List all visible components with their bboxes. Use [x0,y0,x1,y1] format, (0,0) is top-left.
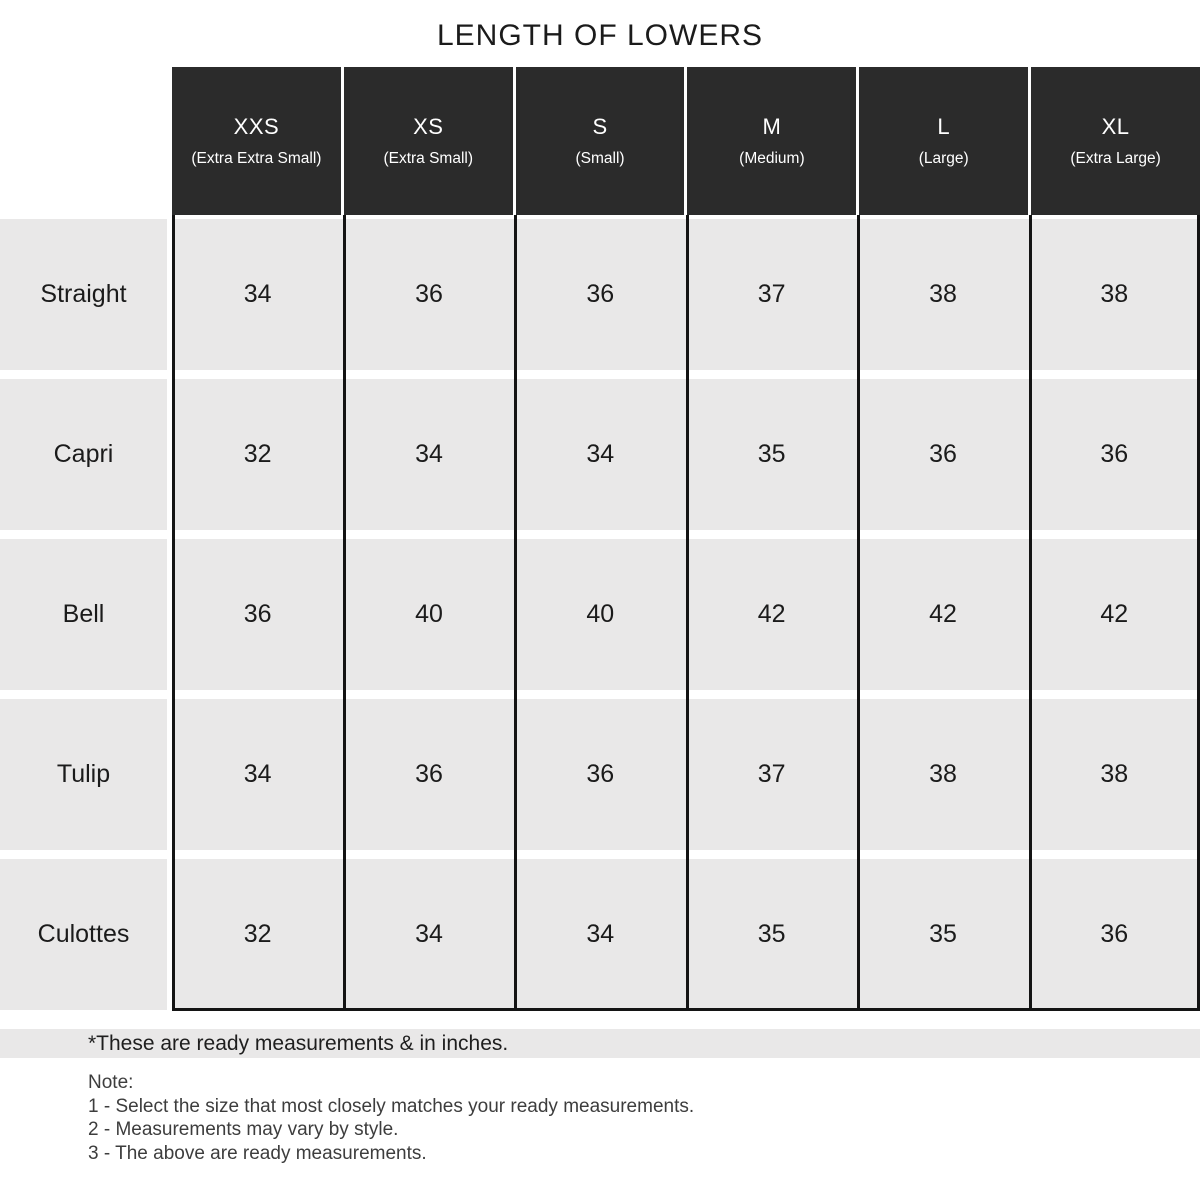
value-cell: 34 [343,859,515,1010]
column-divider [514,215,517,1010]
column-header-xxs: XXS (Extra Extra Small) [172,67,344,215]
row-label: Tulip [0,699,167,850]
column-divider [686,215,689,1010]
table-header-row: XXS (Extra Extra Small) XS (Extra Small)… [172,67,1200,215]
column-header-xs: XS (Extra Small) [343,67,516,215]
value-cell: 35 [685,859,858,1010]
row-label: Culottes [0,859,167,1010]
value-cell: 37 [685,219,858,370]
size-code: XL [1101,114,1130,139]
value-cell: 36 [172,539,344,690]
value-cell: 42 [685,539,858,690]
size-code: XS [413,114,444,139]
value-cell: 34 [514,859,686,1010]
column-header-l: L (Large) [859,67,1032,215]
value-cell: 40 [514,539,686,690]
size-code: L [937,114,951,139]
note-block: Note: 1 - Select the size that most clos… [88,1071,694,1165]
value-cell: 36 [514,699,686,850]
value-cell: 34 [514,379,686,530]
value-cell: 38 [1028,699,1200,850]
table-row-capri: Capri 32 34 34 35 36 36 [0,379,1200,530]
table-bottom-border [172,1008,1200,1011]
column-divider [343,215,346,1010]
value-cell: 40 [343,539,515,690]
value-cell: 34 [172,699,344,850]
size-fullname: (Extra Large) [1070,150,1161,167]
size-fullname: (Small) [575,150,625,167]
value-cell: 36 [343,699,515,850]
value-cell: 37 [685,699,858,850]
value-cell: 36 [1028,379,1200,530]
row-values: 32 34 34 35 36 36 [172,379,1200,530]
note-item-3: 3 - The above are ready measurements. [88,1142,427,1164]
column-divider [172,215,175,1010]
table-row-tulip: Tulip 34 36 36 37 38 38 [0,699,1200,850]
column-divider [1029,215,1032,1010]
value-cell: 34 [172,219,344,370]
value-cell: 38 [857,219,1029,370]
size-fullname: (Extra Extra Small) [191,150,322,167]
size-code: XXS [233,114,280,139]
value-cell: 38 [857,699,1029,850]
size-fullname: (Extra Small) [383,150,474,167]
row-label: Straight [0,219,167,370]
column-header-xl: XL (Extra Large) [1031,67,1200,215]
value-cell: 35 [685,379,858,530]
row-values: 34 36 36 37 38 38 [172,699,1200,850]
row-values: 32 34 34 35 35 36 [172,859,1200,1010]
value-cell: 32 [172,859,344,1010]
column-divider [857,215,860,1010]
table-row-straight: Straight 34 36 36 37 38 38 [0,219,1200,370]
footnote-band: *These are ready measurements & in inche… [0,1029,1200,1058]
column-header-m: M (Medium) [687,67,860,215]
size-fullname: (Medium) [739,150,805,167]
value-cell: 42 [857,539,1029,690]
page-title: LENGTH OF LOWERS [436,19,764,52]
column-header-s: S (Small) [515,67,688,215]
value-cell: 35 [857,859,1029,1010]
table-row-culottes: Culottes 32 34 34 35 35 36 [0,859,1200,1010]
row-label: Capri [0,379,167,530]
footnote-text: *These are ready measurements & in inche… [88,1031,509,1055]
value-cell: 36 [343,219,515,370]
note-item-2: 2 - Measurements may vary by style. [88,1119,399,1140]
size-code: S [592,114,608,139]
value-cell: 34 [343,379,515,530]
value-cell: 38 [1028,219,1200,370]
note-item-1: 1 - Select the size that most closely ma… [88,1095,695,1117]
row-values: 36 40 40 42 42 42 [172,539,1200,690]
row-label: Bell [0,539,167,690]
table-row-bell: Bell 36 40 40 42 42 42 [0,539,1200,690]
value-cell: 36 [514,219,686,370]
table-body: Straight 34 36 36 37 38 38 Capri 32 34 3… [0,219,1200,1019]
value-cell: 42 [1028,539,1200,690]
row-values: 34 36 36 37 38 38 [172,219,1200,370]
note-heading: Note: [88,1072,134,1093]
value-cell: 32 [172,379,344,530]
column-divider [1197,215,1200,1010]
size-code: M [762,114,782,139]
value-cell: 36 [857,379,1029,530]
value-cell: 36 [1028,859,1200,1010]
size-fullname: (Large) [918,150,969,167]
